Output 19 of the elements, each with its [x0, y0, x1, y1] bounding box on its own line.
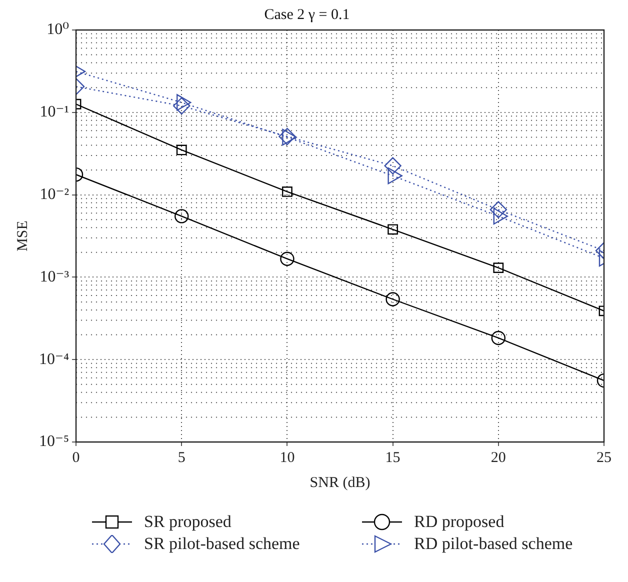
- x-tick-label: 5: [178, 450, 186, 466]
- y-tick-label: 10⁻³: [40, 268, 70, 286]
- legend-label: SR pilot-based scheme: [144, 534, 300, 554]
- y-tick-label: 10⁰: [46, 21, 70, 38]
- x-tick-label: 10: [280, 450, 295, 466]
- y-tick-label: 10⁻¹: [40, 104, 70, 121]
- y-tick-label: 10⁻⁵: [38, 433, 70, 450]
- x-tick-label: 25: [596, 450, 612, 466]
- legend-label: RD pilot-based scheme: [414, 534, 573, 554]
- legend-label: SR proposed: [144, 512, 232, 532]
- x-tick-label: 0: [72, 450, 80, 466]
- x-axis-title: SNR (dB): [310, 474, 370, 491]
- y-tick-label: 10⁻⁴: [38, 350, 70, 368]
- x-tick-label: 20: [490, 450, 506, 466]
- legend-label: RD proposed: [414, 512, 504, 532]
- x-tick-label: 15: [385, 450, 400, 466]
- y-axis-title: MSE: [14, 220, 31, 252]
- y-tick-label: 10⁻²: [40, 186, 70, 204]
- chart-title: Case 2 γ = 0.1: [264, 6, 350, 23]
